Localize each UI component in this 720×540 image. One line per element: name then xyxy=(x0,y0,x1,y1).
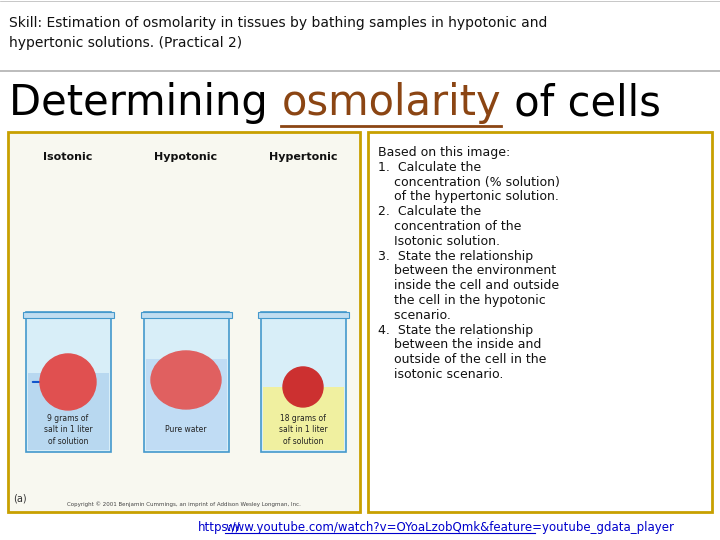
Text: 3.  State the relationship: 3. State the relationship xyxy=(378,249,533,262)
Text: www.youtube.com/watch?v=OYoaLzobQmk&feature=youtube_gdata_player: www.youtube.com/watch?v=OYoaLzobQmk&feat… xyxy=(225,522,674,535)
Circle shape xyxy=(40,354,96,410)
Text: (a): (a) xyxy=(13,494,27,504)
FancyBboxPatch shape xyxy=(261,312,346,452)
Text: between the environment: between the environment xyxy=(378,265,556,278)
Text: Hypertonic: Hypertonic xyxy=(269,152,337,162)
Text: scenario.: scenario. xyxy=(378,309,451,322)
Text: 18 grams of
salt in 1 liter
of solution: 18 grams of salt in 1 liter of solution xyxy=(279,414,328,446)
FancyBboxPatch shape xyxy=(25,312,110,452)
Text: Isotonic: Isotonic xyxy=(43,152,93,162)
Circle shape xyxy=(283,367,323,407)
Text: osmolarity: osmolarity xyxy=(282,82,501,124)
Text: the cell in the hypotonic: the cell in the hypotonic xyxy=(378,294,546,307)
Text: of cells: of cells xyxy=(501,82,661,124)
Text: 9 grams of
salt in 1 liter
of solution: 9 grams of salt in 1 liter of solution xyxy=(44,414,92,446)
Bar xyxy=(8,132,360,512)
Text: Determining: Determining xyxy=(9,82,282,124)
Text: outside of the cell in the: outside of the cell in the xyxy=(378,353,546,366)
Ellipse shape xyxy=(151,351,221,409)
Text: Copyright © 2001 Benjamin Cummings, an imprint of Addison Wesley Longman, Inc.: Copyright © 2001 Benjamin Cummings, an i… xyxy=(67,501,301,507)
Text: Isotonic solution.: Isotonic solution. xyxy=(378,235,500,248)
Text: concentration of the: concentration of the xyxy=(378,220,521,233)
Text: Determining: Determining xyxy=(9,82,282,124)
Bar xyxy=(145,359,227,450)
Text: Based on this image:: Based on this image: xyxy=(378,146,510,159)
Text: inside the cell and outside: inside the cell and outside xyxy=(378,279,559,292)
Bar xyxy=(263,387,343,450)
Text: Hypotonic: Hypotonic xyxy=(154,152,217,162)
Text: https://: https:// xyxy=(198,522,240,535)
Text: concentration (% solution): concentration (% solution) xyxy=(378,176,560,188)
Text: Pure water: Pure water xyxy=(166,426,207,435)
Bar xyxy=(368,132,712,512)
Text: 1.  Calculate the: 1. Calculate the xyxy=(378,161,481,174)
Text: between the inside and: between the inside and xyxy=(378,339,541,352)
Text: 2.  Calculate the: 2. Calculate the xyxy=(378,205,481,218)
Text: 4.  State the relationship: 4. State the relationship xyxy=(378,323,533,336)
Text: of the hypertonic solution.: of the hypertonic solution. xyxy=(378,190,559,204)
Bar xyxy=(258,312,348,318)
Text: isotonic scenario.: isotonic scenario. xyxy=(378,368,503,381)
Text: Skill: Estimation of osmolarity in tissues by bathing samples in hypotonic and
h: Skill: Estimation of osmolarity in tissu… xyxy=(9,16,547,50)
Bar xyxy=(22,312,114,318)
Bar xyxy=(140,312,232,318)
FancyBboxPatch shape xyxy=(143,312,228,452)
Bar xyxy=(27,373,109,450)
